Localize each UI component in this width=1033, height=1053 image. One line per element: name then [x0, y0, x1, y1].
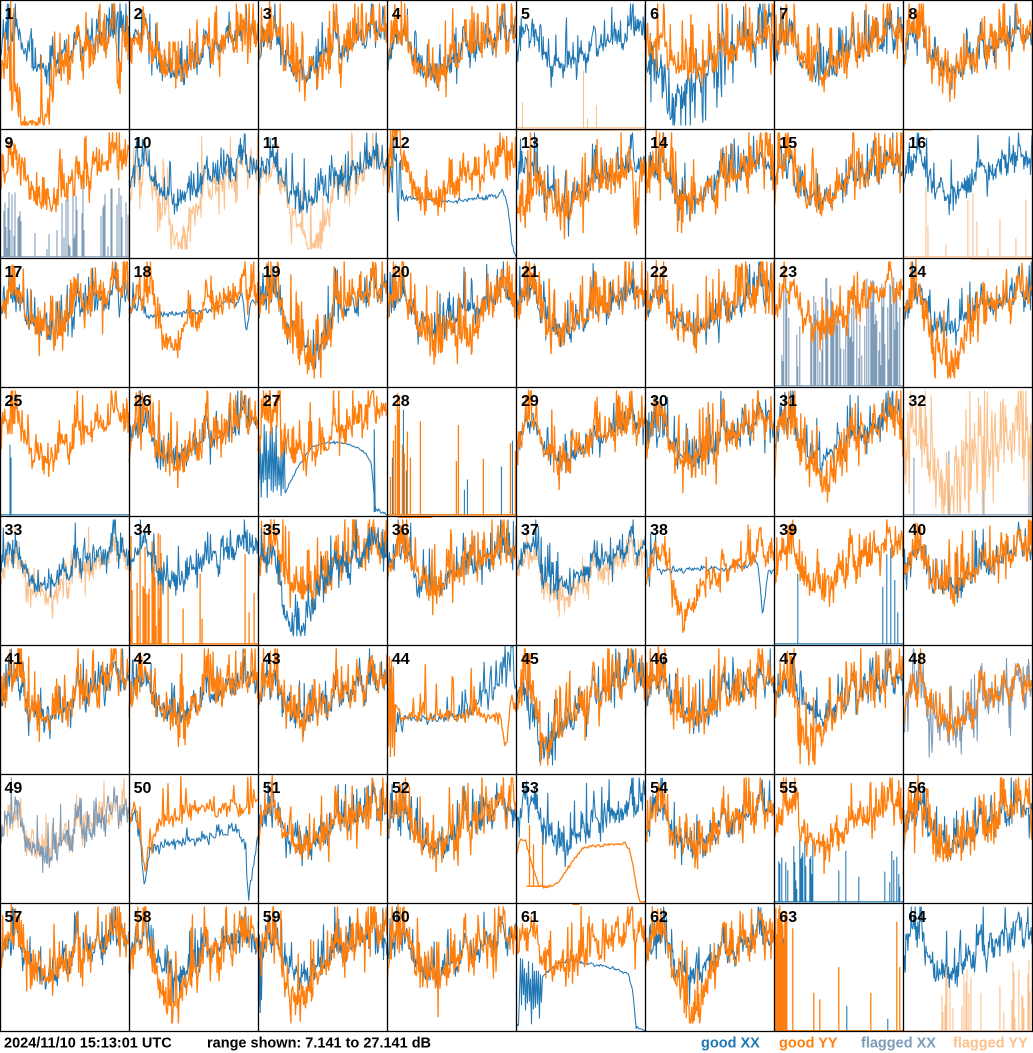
svg-text:63: 63	[779, 909, 797, 926]
svg-text:7: 7	[779, 6, 788, 23]
svg-text:48: 48	[908, 651, 926, 668]
svg-text:30: 30	[650, 393, 668, 410]
svg-text:36: 36	[392, 522, 410, 539]
svg-text:44: 44	[392, 651, 410, 668]
svg-text:5: 5	[521, 6, 530, 23]
svg-text:40: 40	[908, 522, 926, 539]
svg-text:58: 58	[134, 909, 152, 926]
svg-text:24: 24	[908, 264, 926, 281]
svg-text:53: 53	[521, 780, 539, 797]
svg-text:60: 60	[392, 909, 410, 926]
svg-text:39: 39	[779, 522, 797, 539]
svg-text:10: 10	[134, 135, 152, 152]
svg-text:good XX: good XX	[701, 1036, 760, 1052]
svg-text:61: 61	[521, 909, 539, 926]
svg-text:19: 19	[263, 264, 281, 281]
svg-text:25: 25	[5, 393, 23, 410]
svg-text:46: 46	[650, 651, 668, 668]
svg-text:good YY: good YY	[779, 1036, 838, 1052]
svg-text:13: 13	[521, 135, 539, 152]
svg-text:23: 23	[779, 264, 797, 281]
svg-text:26: 26	[134, 393, 152, 410]
svg-text:38: 38	[650, 522, 668, 539]
svg-text:16: 16	[908, 135, 926, 152]
svg-text:9: 9	[5, 135, 14, 152]
svg-text:41: 41	[5, 651, 23, 668]
svg-text:45: 45	[521, 651, 539, 668]
svg-text:47: 47	[779, 651, 797, 668]
svg-text:27: 27	[263, 393, 281, 410]
svg-text:29: 29	[521, 393, 539, 410]
svg-text:43: 43	[263, 651, 281, 668]
svg-text:8: 8	[908, 6, 917, 23]
svg-text:51: 51	[263, 780, 281, 797]
svg-text:15: 15	[779, 135, 797, 152]
svg-text:54: 54	[650, 780, 668, 797]
svg-text:17: 17	[5, 264, 23, 281]
svg-text:59: 59	[263, 909, 281, 926]
svg-text:52: 52	[392, 780, 410, 797]
svg-text:50: 50	[134, 780, 152, 797]
svg-text:flagged YY: flagged YY	[953, 1036, 1028, 1052]
svg-text:37: 37	[521, 522, 539, 539]
svg-text:32: 32	[908, 393, 926, 410]
svg-text:42: 42	[134, 651, 152, 668]
svg-text:6: 6	[650, 6, 659, 23]
svg-text:2024/11/10 15:13:01 UTC: 2024/11/10 15:13:01 UTC	[4, 1036, 172, 1052]
svg-text:49: 49	[5, 780, 23, 797]
svg-text:57: 57	[5, 909, 23, 926]
svg-text:22: 22	[650, 264, 668, 281]
svg-text:20: 20	[392, 264, 410, 281]
svg-text:56: 56	[908, 780, 926, 797]
svg-text:31: 31	[779, 393, 797, 410]
svg-text:3: 3	[263, 6, 272, 23]
svg-text:55: 55	[779, 780, 797, 797]
svg-text:12: 12	[392, 135, 410, 152]
svg-text:1: 1	[5, 6, 14, 23]
svg-text:14: 14	[650, 135, 668, 152]
svg-text:21: 21	[521, 264, 539, 281]
svg-text:2: 2	[134, 6, 143, 23]
svg-text:range shown: 7.141 to 27.141 d: range shown: 7.141 to 27.141 dB	[207, 1036, 431, 1052]
svg-text:35: 35	[263, 522, 281, 539]
svg-text:11: 11	[263, 135, 280, 152]
svg-text:18: 18	[134, 264, 152, 281]
svg-text:28: 28	[392, 393, 410, 410]
svg-text:4: 4	[392, 6, 401, 23]
svg-text:34: 34	[134, 522, 152, 539]
svg-text:62: 62	[650, 909, 668, 926]
svg-text:64: 64	[908, 909, 926, 926]
svg-text:flagged XX: flagged XX	[861, 1036, 936, 1052]
svg-text:33: 33	[5, 522, 23, 539]
